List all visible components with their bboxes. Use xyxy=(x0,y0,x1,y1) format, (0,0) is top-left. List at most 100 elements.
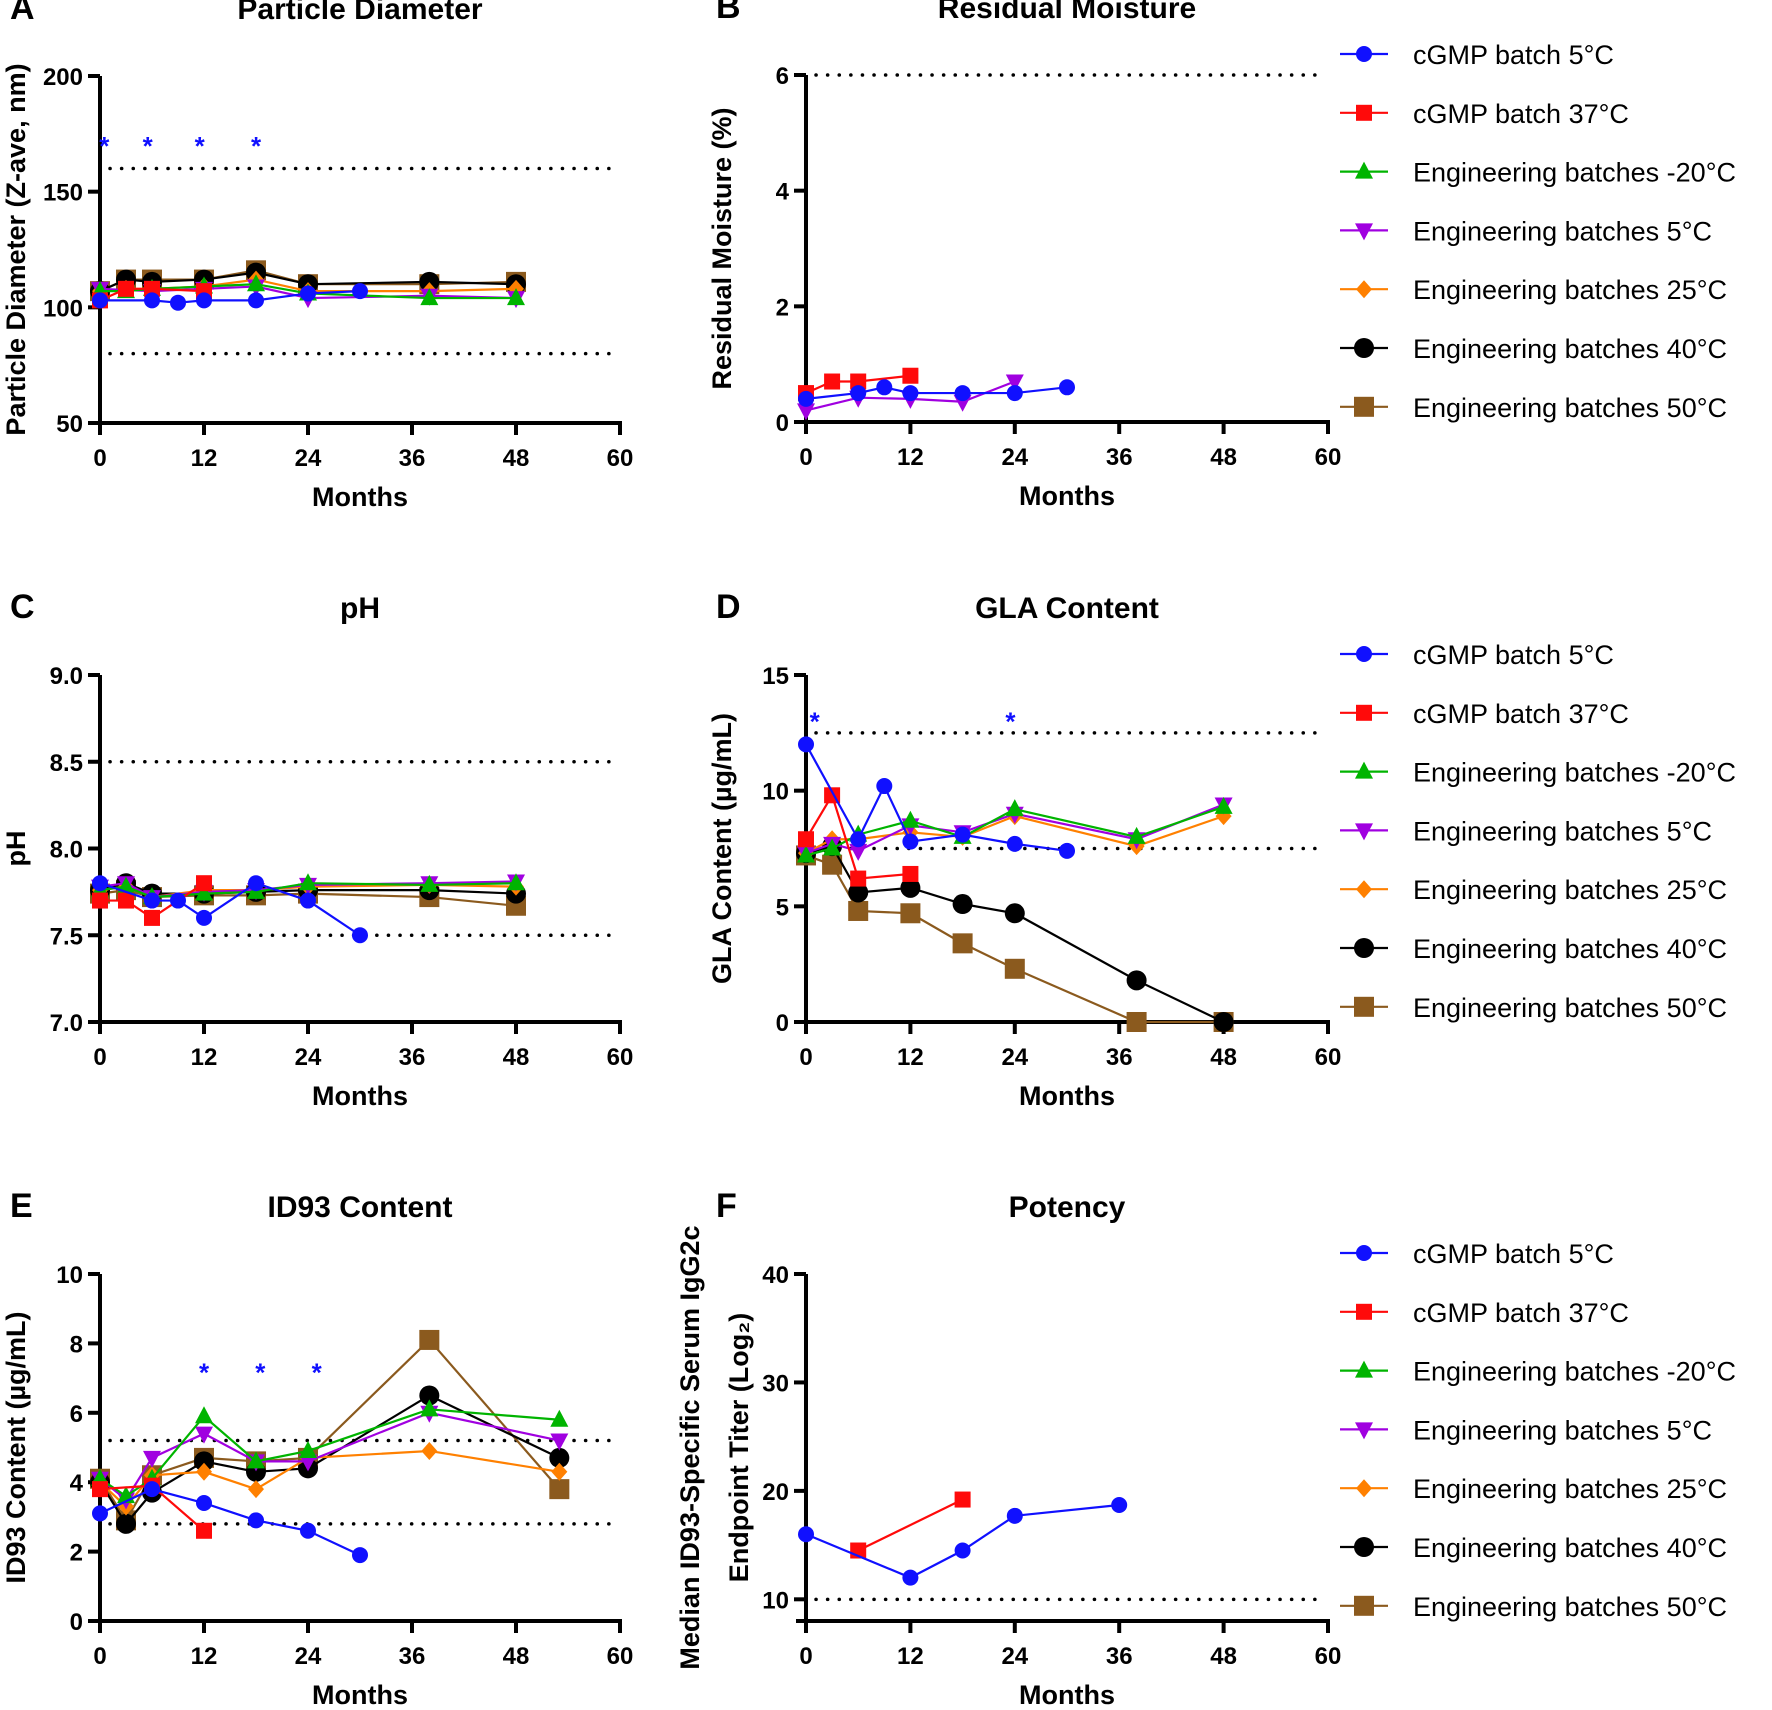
data-point xyxy=(902,1569,919,1586)
x-tick-label: 48 xyxy=(503,1044,530,1071)
y-tick-label: 9.0 xyxy=(50,663,83,690)
data-point xyxy=(1213,1012,1234,1032)
legend-label: cGMP batch 37°C xyxy=(1413,99,1629,129)
data-point xyxy=(248,1480,264,1499)
legend-label: Engineering batches 50°C xyxy=(1413,1592,1727,1622)
data-point xyxy=(92,1505,108,1522)
data-point xyxy=(952,894,973,915)
legend-item: Engineering batches 40°C xyxy=(1340,934,1727,964)
data-point xyxy=(419,1385,440,1406)
legend-item: Engineering batches 25°C xyxy=(1340,1474,1727,1504)
x-tick-label: 12 xyxy=(191,1643,218,1670)
data-point xyxy=(143,1450,161,1468)
data-point xyxy=(798,390,814,407)
legend-label: cGMP batch 37°C xyxy=(1413,1298,1629,1328)
legend-label: Engineering batches 25°C xyxy=(1413,275,1727,305)
legend: cGMP batch 5°C cGMP batch 37°C Engineering… xyxy=(1340,640,1736,1023)
significance-star: * xyxy=(1005,707,1016,737)
legend-item: Engineering batches 50°C xyxy=(1340,393,1727,423)
legend-label: Engineering batches 25°C xyxy=(1413,1474,1727,1504)
legend-item: Engineering batches 25°C xyxy=(1340,875,1727,905)
data-point xyxy=(1214,796,1233,814)
series-line xyxy=(805,805,1224,857)
legend-label: Engineering batches 5°C xyxy=(1413,816,1712,846)
legend-item: Engineering batches -20°C xyxy=(1340,1357,1736,1387)
data-point xyxy=(952,933,973,954)
data-point xyxy=(1126,970,1147,991)
data-point xyxy=(850,385,867,402)
legend-marker xyxy=(1355,1422,1373,1440)
series-line xyxy=(805,1503,1120,1579)
x-tick-label: 60 xyxy=(1315,1044,1342,1071)
data-point xyxy=(1006,1507,1023,1524)
legend-marker xyxy=(1354,1595,1374,1616)
data-point xyxy=(248,1512,264,1529)
panel-letter: E xyxy=(10,1187,33,1225)
data-point xyxy=(954,826,971,843)
data-point xyxy=(901,810,920,828)
data-point xyxy=(900,903,921,924)
panel-d: D GLA Content Months GLA Content (µg/mL) 0 12… xyxy=(707,588,1736,1111)
legend-item: Engineering batches 40°C xyxy=(1340,1533,1727,1563)
data-point xyxy=(1005,374,1024,392)
legend-item: Engineering batches 50°C xyxy=(1340,993,1727,1023)
data-point xyxy=(1006,385,1023,402)
series-line xyxy=(99,287,205,302)
x-tick-label: 60 xyxy=(607,445,634,472)
x-tick-label: 48 xyxy=(503,1643,530,1670)
x-tick-label: 12 xyxy=(897,1044,924,1071)
legend-item: cGMP batch 5°C xyxy=(1340,640,1614,670)
data-point xyxy=(1059,842,1075,859)
legend-item: cGMP batch 5°C xyxy=(1340,1239,1614,1269)
data-point xyxy=(300,285,316,302)
significance-star: * xyxy=(99,131,110,161)
y-tick-label: 50 xyxy=(56,411,83,438)
data-point xyxy=(902,385,919,402)
legend-marker xyxy=(1356,1245,1372,1261)
legend-marker xyxy=(1355,761,1373,779)
data-point xyxy=(1006,835,1023,852)
series-line xyxy=(805,854,1224,1024)
panel-letter: A xyxy=(10,0,35,27)
y-axis-label: Residual Moisture (%) xyxy=(707,107,737,389)
significance-star: * xyxy=(810,707,821,737)
panel-e: E ID93 Content Months ID93 Content (µg/mL) 0… xyxy=(1,1187,633,1710)
y-axis-label: ID93 Content (µg/mL) xyxy=(1,1311,31,1583)
x-tick-label: 24 xyxy=(1001,1044,1028,1071)
data-point xyxy=(248,292,264,309)
x-tick-label: 0 xyxy=(93,1044,106,1071)
data-point xyxy=(419,271,440,292)
x-tick-label: 0 xyxy=(799,444,812,471)
data-point xyxy=(850,870,867,887)
y-axis-label-line2: Endpoint Titer (Log₂) xyxy=(724,1313,754,1582)
data-point xyxy=(144,280,160,297)
data-point xyxy=(550,1433,569,1451)
significance-star: * xyxy=(199,1358,210,1388)
data-point xyxy=(797,845,815,863)
x-tick-label: 36 xyxy=(399,1044,426,1071)
x-tick-label: 36 xyxy=(1106,1643,1133,1670)
data-point xyxy=(170,892,186,909)
x-tick-label: 12 xyxy=(897,1643,924,1670)
y-tick-label: 2 xyxy=(70,1540,83,1567)
x-axis-label: Months xyxy=(312,482,408,512)
legend-label: cGMP batch 37°C xyxy=(1413,699,1629,729)
legend-marker xyxy=(1354,1537,1374,1557)
series-engineering-batches-40-c xyxy=(796,836,1234,1032)
panel-letter: F xyxy=(716,1187,737,1225)
panel-a: A Particle Diameter Months Particle Diamete… xyxy=(1,0,633,512)
series-cgmp-batch-5-c xyxy=(92,1481,368,1564)
x-tick-label: 60 xyxy=(1315,1643,1342,1670)
chart-title: Potency xyxy=(1009,1191,1126,1224)
x-tick-label: 12 xyxy=(897,444,924,471)
y-tick-label: 0 xyxy=(70,1609,83,1636)
data-point xyxy=(92,892,108,909)
y-tick-label: 100 xyxy=(43,295,83,322)
legend-marker xyxy=(1355,1360,1373,1378)
legend-item: cGMP batch 5°C xyxy=(1340,40,1614,70)
data-point xyxy=(92,292,108,309)
legend-label: Engineering batches 40°C xyxy=(1413,334,1727,364)
series-line xyxy=(805,386,1068,400)
data-point xyxy=(848,882,869,903)
x-axis-label: Months xyxy=(312,1081,408,1111)
